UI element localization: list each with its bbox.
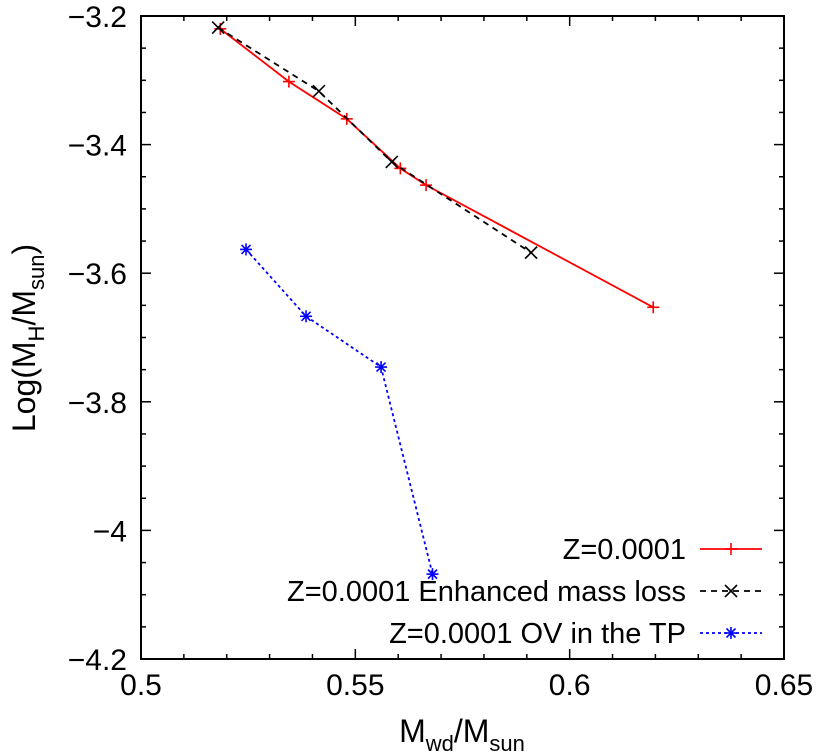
legend-sample-marker (725, 543, 737, 555)
y-tick-label: −3.8 (68, 387, 127, 420)
legend-label: Z=0.0001 (563, 534, 686, 566)
y-axis-label: Log(MH/Msun) (6, 244, 49, 432)
plot-frame (140, 15, 785, 660)
series-line (219, 28, 654, 309)
data-point-stroke (524, 246, 538, 260)
data-point-stroke (375, 362, 387, 373)
data-point (282, 75, 295, 88)
data-point (375, 361, 388, 374)
y-tick-label: −3.6 (68, 258, 127, 291)
y-tick-label: −3.4 (68, 130, 127, 163)
data-point (426, 568, 439, 581)
data-point-stroke (211, 21, 225, 35)
legend-sample-marker-stroke (725, 627, 737, 639)
legend-sample-marker-stroke (724, 584, 738, 598)
legend: Z=0.0001 Z=0.0001 Enhanced mass loss Z=0.0… (287, 534, 762, 650)
data-point (647, 301, 660, 314)
legend-sample-marker (725, 627, 737, 639)
series-2 (211, 21, 538, 260)
data-point-stroke (427, 569, 438, 580)
data-point (524, 246, 538, 260)
data-point-stroke (385, 155, 399, 169)
data-point-stroke (312, 84, 326, 98)
data-point (420, 179, 433, 192)
axis-ticks (140, 15, 785, 660)
x-tick-label: 0.6 (549, 669, 591, 702)
data-point (211, 21, 225, 35)
y-tick-label: −3.2 (68, 1, 127, 34)
data-point (312, 84, 326, 98)
data-point (240, 243, 253, 256)
axis-tick-labels: 0.5 0.55 0.6 0.65 −3.2 −3.4 −3.6 −3.8 −4 −4.2 (68, 1, 813, 702)
data-point (385, 155, 399, 169)
series-1 (214, 22, 660, 314)
data-point-stroke (240, 244, 252, 255)
x-tick-label: 0.65 (755, 669, 813, 702)
series-line (245, 248, 434, 575)
x-axis-label: Mwd/Msun (399, 713, 525, 753)
legend-sample-marker (724, 584, 738, 598)
legend-label: Z=0.0001 Enhanced mass loss (287, 576, 686, 608)
legend-label: Z=0.0001 OV in the TP (389, 618, 686, 650)
x-tick-label: 0.5 (120, 669, 162, 702)
x-tick-label: 0.55 (326, 669, 384, 702)
series-3 (240, 243, 439, 581)
series-layer (211, 21, 660, 581)
y-tick-label: −4 (93, 515, 127, 548)
data-point (300, 310, 313, 323)
series-line (217, 26, 532, 254)
y-tick-label: −4.2 (68, 644, 127, 677)
data-point-stroke (300, 311, 312, 322)
